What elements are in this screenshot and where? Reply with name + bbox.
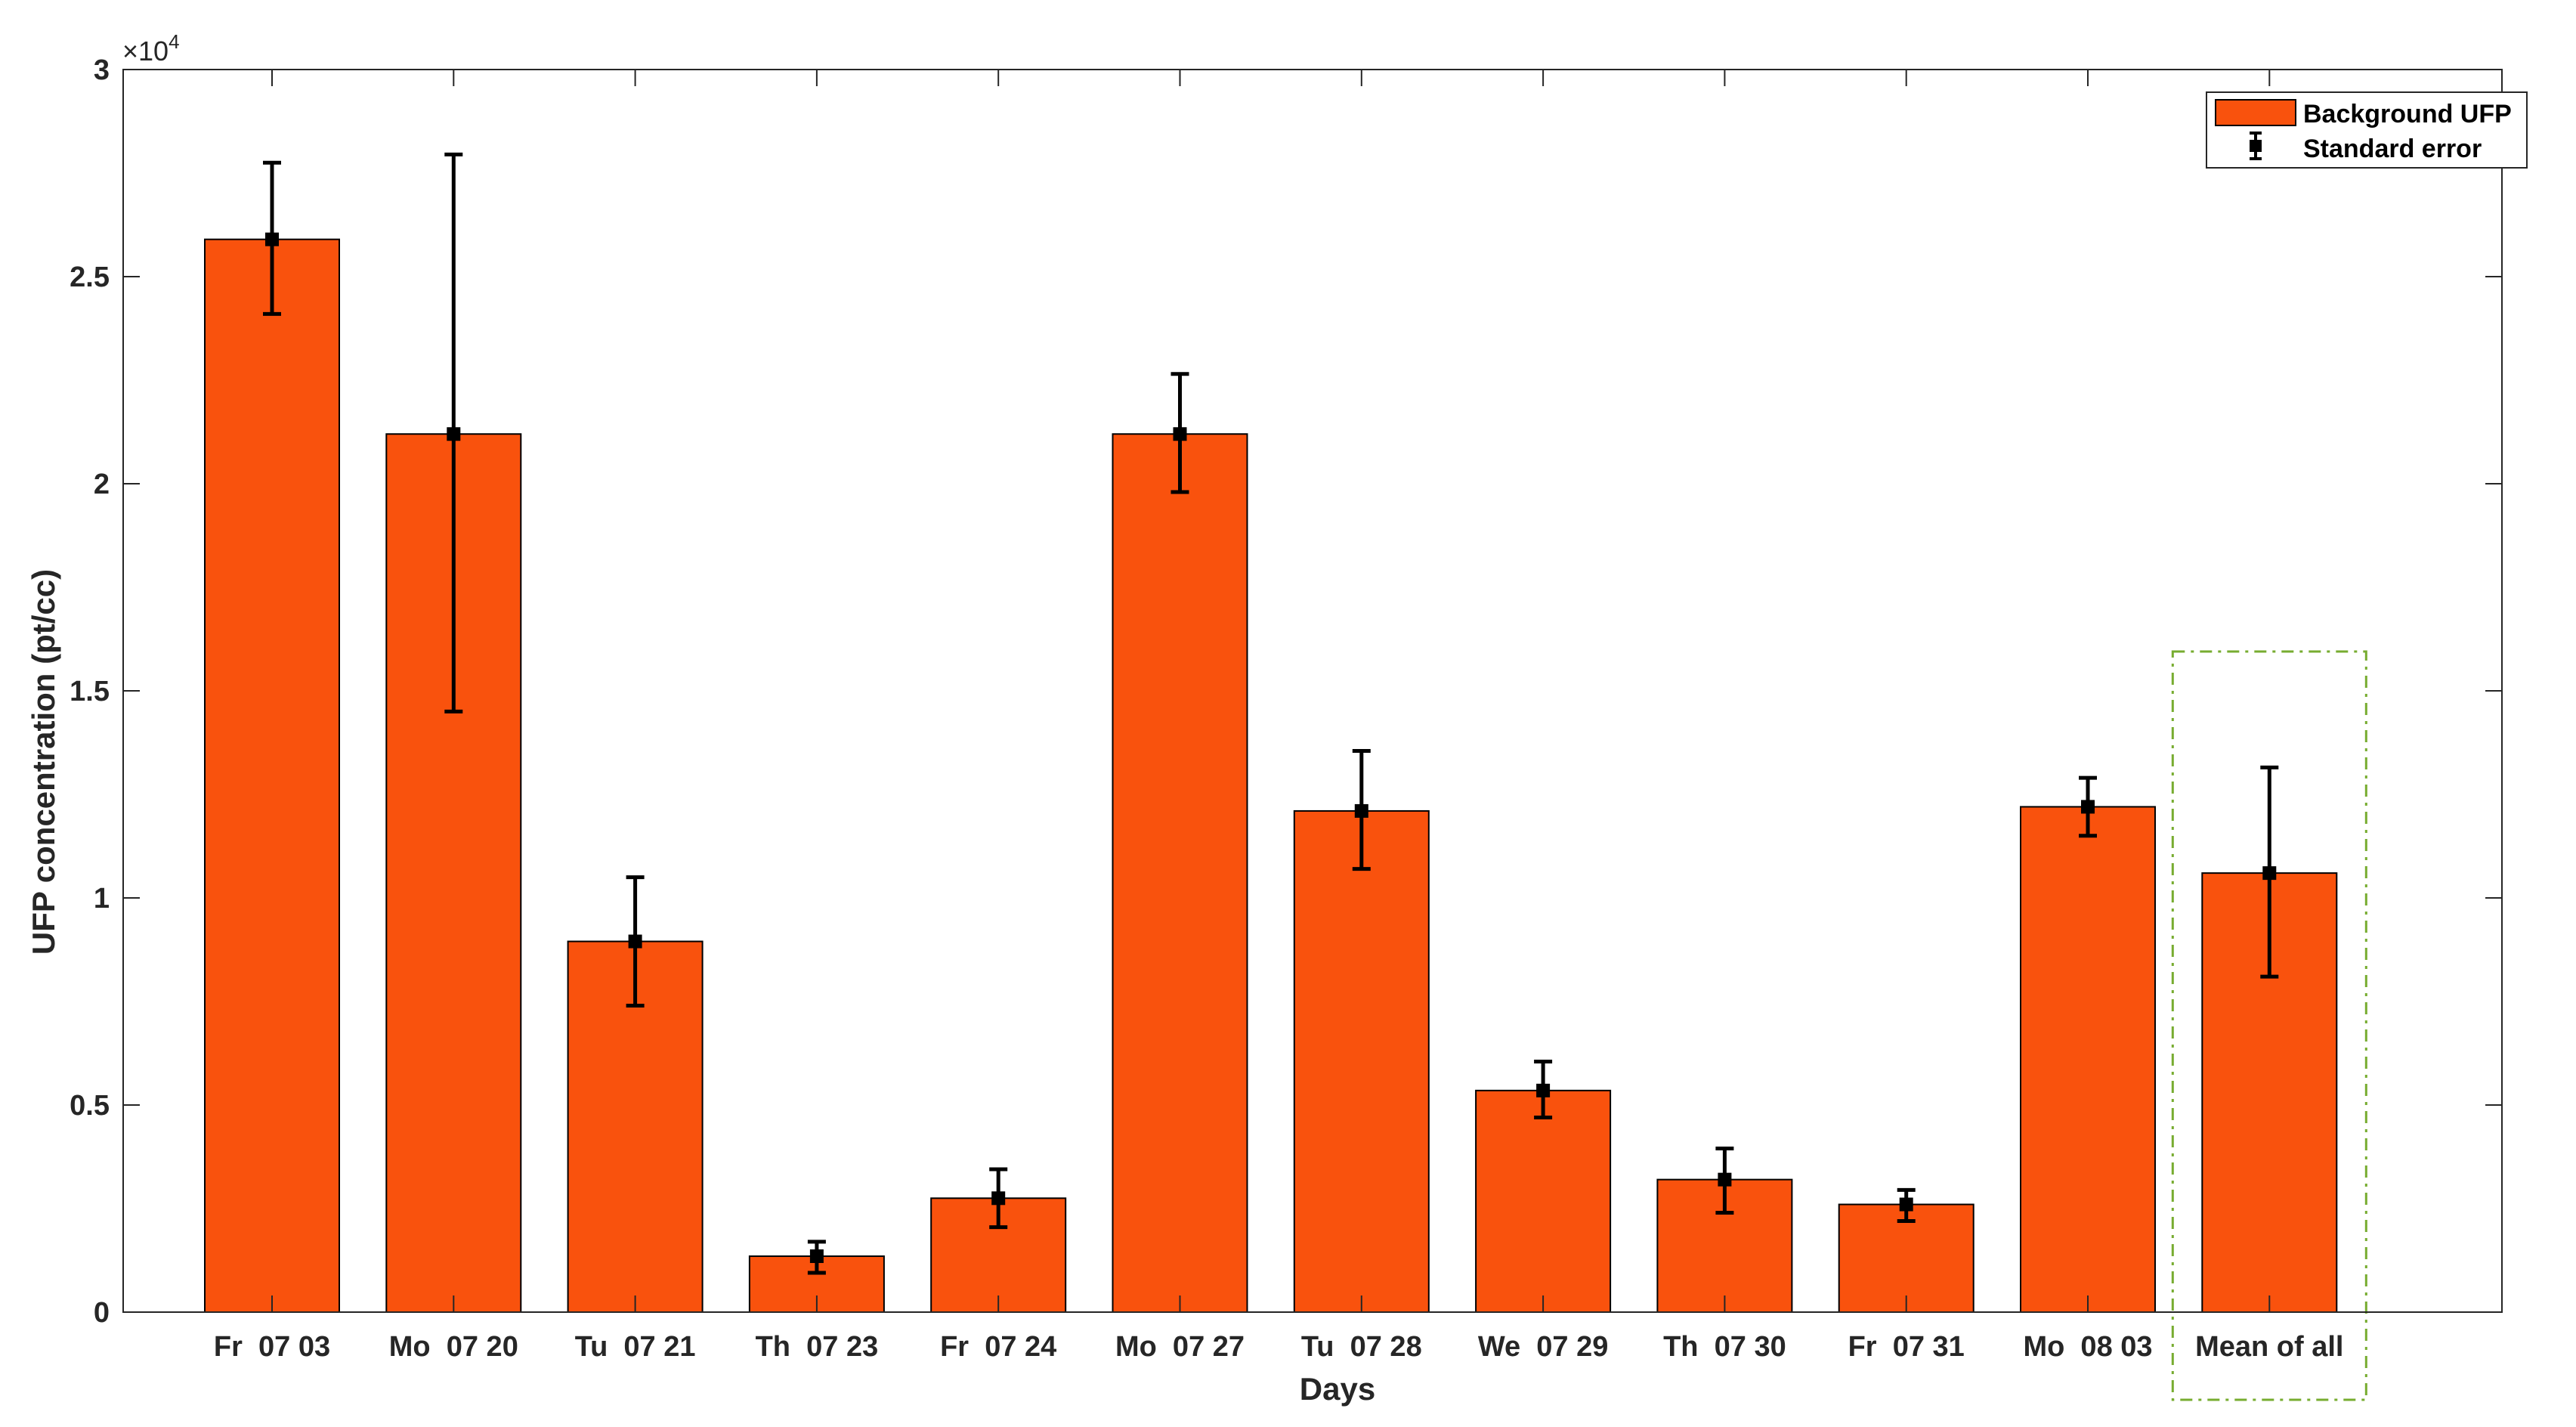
y-exponent-label: ×104 bbox=[122, 30, 180, 67]
x-tick-label: Fr 07 31 bbox=[1848, 1331, 1965, 1363]
y-tick-label: 1 bbox=[94, 883, 110, 915]
x-tick-label: Tu 07 28 bbox=[1301, 1331, 1422, 1363]
plot-area bbox=[204, 152, 2367, 1401]
error-bar-marker bbox=[628, 934, 642, 949]
y-tick-label: 1.5 bbox=[70, 676, 110, 707]
legend: Background UFP Standard error bbox=[2206, 91, 2528, 169]
legend-marker-standard-error bbox=[2250, 132, 2262, 160]
error-bar-marker bbox=[2262, 866, 2277, 881]
y-tick-label: 2 bbox=[94, 469, 110, 500]
error-bar-marker bbox=[1536, 1083, 1551, 1097]
bar bbox=[2020, 806, 2156, 1313]
y-tick-label: 3 bbox=[94, 54, 110, 86]
bar bbox=[204, 238, 340, 1313]
x-tick-label: Fr 07 03 bbox=[214, 1331, 330, 1363]
legend-label-standard-error: Standard error bbox=[2303, 135, 2482, 163]
x-tick-label: Th 07 30 bbox=[1663, 1331, 1786, 1363]
x-tick-label: Mo 07 27 bbox=[1115, 1331, 1245, 1363]
error-bar-marker bbox=[2081, 800, 2095, 814]
mean-highlight-box bbox=[2171, 650, 2367, 1401]
x-tick-label: Tu 07 21 bbox=[575, 1331, 696, 1363]
y-tick-label: 0.5 bbox=[70, 1090, 110, 1122]
error-bar-marker bbox=[991, 1191, 1006, 1206]
y-tick-label: 0 bbox=[94, 1297, 110, 1329]
error-bar-marker bbox=[1718, 1172, 1732, 1187]
error-bar-marker bbox=[447, 427, 461, 441]
legend-box bbox=[2206, 91, 2528, 169]
error-bar-marker bbox=[1173, 427, 1187, 441]
axes: 0 0.5 1 1.5 2 2.5 3 Fr 07 03 Mo 07 20 Tu 07 21 Th … bbox=[70, 54, 2503, 1363]
x-tick-label: We 07 29 bbox=[1478, 1331, 1609, 1363]
bar bbox=[1475, 1089, 1612, 1313]
x-axis-title: Days bbox=[1300, 1371, 1375, 1407]
error-bar-marker bbox=[265, 232, 279, 246]
x-tick-label: Mean of all bbox=[2195, 1331, 2343, 1363]
bar bbox=[1293, 809, 1430, 1314]
legend-label-background-ufp: Background UFP bbox=[2303, 100, 2512, 128]
error-bar-marker bbox=[1354, 803, 1368, 818]
y-axis-title: UFP concentration (pt/cc) bbox=[26, 569, 61, 955]
error-bar-marker bbox=[809, 1249, 824, 1264]
error-bar-marker bbox=[1899, 1197, 1913, 1212]
y-exponent-power: 4 bbox=[169, 30, 179, 53]
x-tick-label: Mo 08 03 bbox=[2023, 1331, 2152, 1363]
x-tick-label: Mo 07 20 bbox=[389, 1331, 518, 1363]
legend-swatch-background-ufp bbox=[2215, 99, 2296, 126]
y-exponent-base: ×10 bbox=[122, 36, 169, 67]
x-tick-label: Th 07 23 bbox=[756, 1331, 879, 1363]
x-tick-label: Fr 07 24 bbox=[940, 1331, 1056, 1363]
bar bbox=[1112, 433, 1248, 1313]
y-tick-label: 2.5 bbox=[70, 262, 110, 293]
